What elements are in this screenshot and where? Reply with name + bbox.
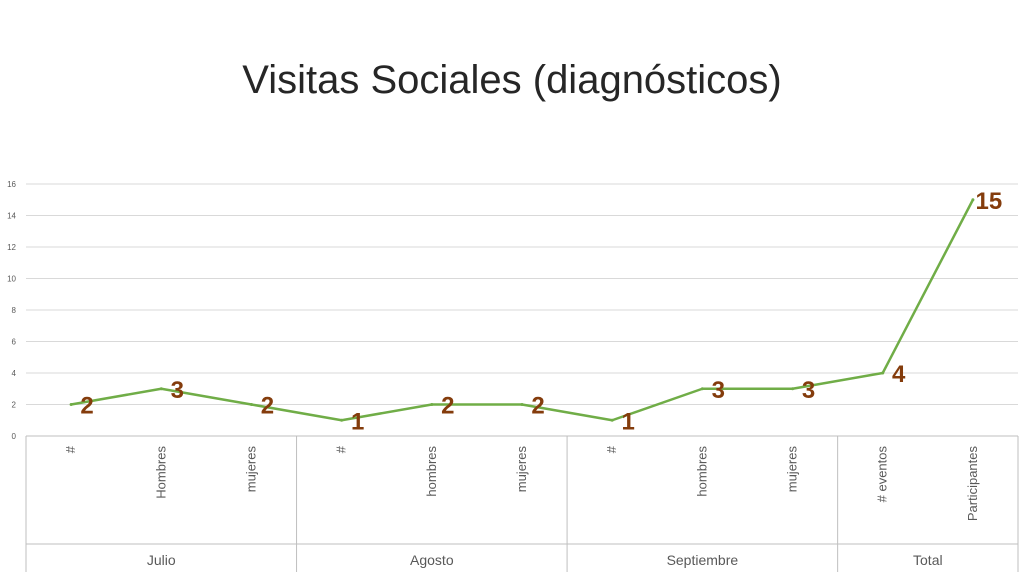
y-tick-label: 2 — [12, 401, 17, 410]
y-tick-label: 10 — [7, 275, 16, 284]
data-label: 1 — [622, 408, 635, 435]
data-point — [430, 403, 434, 406]
data-label: 3 — [712, 377, 725, 404]
data-label: 3 — [802, 377, 815, 404]
data-point — [520, 403, 524, 406]
y-axis: 0 2 4 6 8 10 12 14 16 — [7, 180, 16, 441]
data-point — [610, 418, 614, 422]
data-label: 15 — [976, 188, 1003, 215]
y-tick-label: 16 — [7, 180, 16, 189]
data-label: 4 — [892, 361, 906, 388]
y-tick-label: 12 — [7, 243, 16, 252]
data-label: 2 — [531, 393, 544, 420]
category-label: # eventos — [875, 446, 890, 503]
data-label: 2 — [441, 393, 454, 420]
category-labels: # Hombres mujeres Julio # hombres mujeres Agost… — [63, 445, 980, 568]
data-point — [791, 387, 795, 391]
y-tick-label: 6 — [12, 338, 17, 347]
group-label: Total — [913, 552, 943, 568]
data-point — [159, 387, 163, 391]
data-point — [971, 198, 975, 202]
y-tick-label: 14 — [7, 212, 16, 221]
category-label: hombres — [694, 446, 709, 497]
data-point — [881, 371, 885, 375]
data-point — [69, 403, 73, 406]
group-label: Septiembre — [667, 552, 739, 568]
group-label: Julio — [147, 552, 176, 568]
data-point — [340, 418, 344, 422]
data-series — [69, 198, 975, 422]
category-label: # — [334, 445, 349, 453]
category-label: Hombres — [153, 446, 168, 499]
category-label: mujeres — [785, 446, 800, 493]
x-axis — [25, 436, 1019, 572]
data-label: 3 — [171, 377, 184, 404]
category-label: mujeres — [243, 446, 258, 493]
group-label: Agosto — [410, 552, 454, 568]
category-label: mujeres — [514, 446, 529, 493]
chart-title: Visitas Sociales (diagnósticos) — [242, 58, 782, 102]
data-label: 1 — [351, 408, 364, 435]
y-tick-label: 4 — [12, 369, 17, 378]
y-tick-label: 0 — [12, 432, 17, 441]
category-label: # — [604, 445, 619, 453]
data-point — [249, 403, 253, 406]
data-point — [700, 387, 704, 391]
data-labels: 2 3 2 1 2 2 1 3 3 4 15 — [80, 188, 1002, 436]
data-label: 2 — [80, 393, 93, 420]
data-label: 2 — [261, 393, 274, 420]
category-label: Participantes — [965, 446, 980, 522]
category-label: # — [63, 445, 78, 453]
y-tick-label: 8 — [12, 306, 17, 315]
category-label: hombres — [424, 446, 439, 497]
